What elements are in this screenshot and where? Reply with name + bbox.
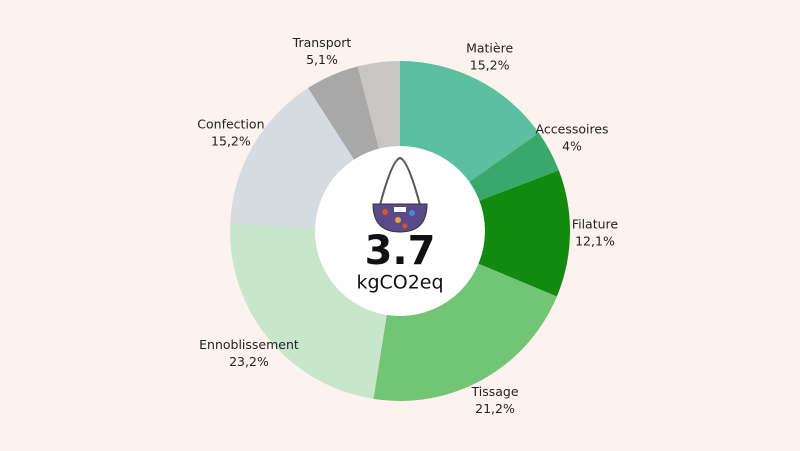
slice [308, 66, 380, 161]
center-value: 3.7 [365, 228, 436, 274]
slice [477, 170, 571, 297]
slice [400, 61, 539, 183]
value-label: 21,2% [475, 401, 515, 416]
slice-label: Ennoblissement [199, 337, 299, 352]
slice [373, 263, 557, 401]
slice-label: Matière [466, 40, 513, 55]
slice [230, 88, 355, 228]
value-label: 5,1% [306, 52, 338, 67]
slice-label: Confection [197, 116, 264, 131]
value-label: 4% [562, 139, 582, 154]
bag-icon [372, 156, 428, 233]
value-label: 12,1% [575, 234, 615, 249]
slice [229, 223, 387, 399]
slice-label: Filature [572, 217, 619, 232]
slice [468, 132, 559, 202]
slice-label: Tissage [470, 384, 518, 399]
slices [229, 61, 571, 401]
slice-label: Transport [292, 35, 352, 50]
value-label: 15,2% [211, 133, 251, 148]
value-label: 15,2% [470, 57, 510, 72]
slice-label: Accessoires [536, 122, 609, 137]
slice [357, 61, 400, 150]
value-label: 23,2% [229, 354, 269, 369]
center-unit: kgCO2eq [356, 272, 443, 294]
